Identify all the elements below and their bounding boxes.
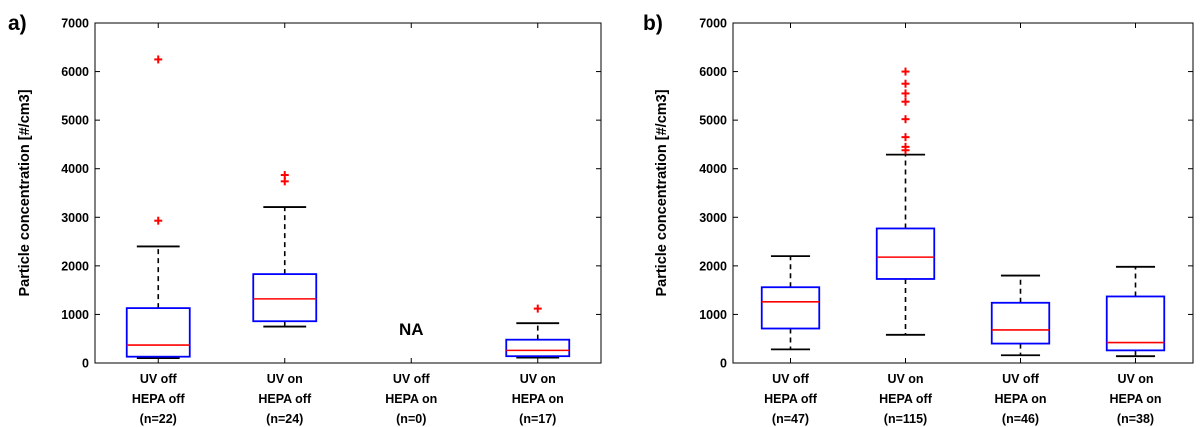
y-tick-label: 1000 xyxy=(61,308,89,322)
outlier-marker xyxy=(154,216,163,225)
y-tick-label: 5000 xyxy=(61,114,89,128)
x-category-label: (n=17) xyxy=(519,412,556,426)
box-1 xyxy=(760,255,821,351)
plot-frame xyxy=(732,22,1194,364)
x-category-label: (n=22) xyxy=(140,412,177,426)
y-tick-label: 7000 xyxy=(61,17,89,31)
outlier-marker xyxy=(901,67,910,76)
box-iqr xyxy=(760,286,821,330)
box-iqr xyxy=(1105,295,1166,352)
y-axis-label: Particle concentration [#/cm3] xyxy=(654,89,670,296)
y-tick-label: 3000 xyxy=(61,211,89,225)
y-tick-label: 0 xyxy=(82,357,89,371)
x-category-label: UV on xyxy=(1117,372,1153,386)
y-tick-label: 0 xyxy=(720,357,727,371)
outlier-marker xyxy=(901,133,910,142)
box-4 xyxy=(1105,265,1166,358)
x-category-label: UV on xyxy=(267,372,303,386)
box-3 xyxy=(990,274,1051,357)
box-2 xyxy=(252,171,318,328)
panel-a: a) 0 1000 2000 3000 4000 5000 6000 7000 Particle … xyxy=(8,12,602,426)
plot-frame xyxy=(94,22,602,364)
box-iqr xyxy=(505,338,571,358)
box-iqr xyxy=(875,227,936,280)
box-2 xyxy=(875,67,936,336)
box-4 xyxy=(505,304,571,359)
y-tick-label: 5000 xyxy=(699,114,727,128)
panel-b: b) 0 1000 2000 3000 4000 5000 6000 7000 Particle … xyxy=(643,12,1194,426)
outlier-marker xyxy=(533,304,542,313)
y-tick-label: 1000 xyxy=(699,308,727,322)
y-tick-label: 2000 xyxy=(699,259,727,273)
x-category-label: HEPA on xyxy=(994,392,1046,406)
x-category-label: HEPA off xyxy=(132,392,186,406)
outlier-marker xyxy=(280,171,289,180)
panel-label: b) xyxy=(643,12,663,35)
x-category-label: HEPA on xyxy=(1109,392,1161,406)
x-category-label: UV off xyxy=(393,372,431,386)
x-category-label: UV off xyxy=(1002,372,1040,386)
x-category-label: (n=0) xyxy=(396,412,426,426)
y-tick-label: 3000 xyxy=(699,211,727,225)
outlier-marker xyxy=(901,142,910,151)
y-axis-label: Particle concentration [#/cm3] xyxy=(17,89,33,296)
panel-label: a) xyxy=(8,12,27,35)
x-category-label: UV on xyxy=(887,372,923,386)
x-category-label: (n=115) xyxy=(884,412,927,426)
x-category-label: UV on xyxy=(520,372,556,386)
x-category-label: HEPA off xyxy=(764,392,818,406)
y-tick-label: 6000 xyxy=(61,65,89,79)
box-1 xyxy=(125,55,191,360)
outlier-marker xyxy=(901,79,910,88)
box-iqr xyxy=(125,307,191,358)
x-category-label: HEPA off xyxy=(879,392,933,406)
x-category-label: (n=46) xyxy=(1002,412,1039,426)
na-annotation: NA xyxy=(399,320,424,339)
box-iqr xyxy=(990,301,1051,345)
x-category-label: (n=38) xyxy=(1117,412,1154,426)
x-category-label: HEPA on xyxy=(512,392,564,406)
x-category-label: (n=47) xyxy=(772,412,809,426)
y-tick-label: 6000 xyxy=(699,65,727,79)
x-category-label: UV off xyxy=(140,372,178,386)
outlier-marker xyxy=(901,115,910,124)
x-category-label: HEPA on xyxy=(385,392,437,406)
y-tick-label: 2000 xyxy=(61,259,89,273)
x-category-label: HEPA off xyxy=(258,392,312,406)
outlier-marker xyxy=(154,55,163,64)
x-category-label: UV off xyxy=(772,372,810,386)
y-tick-label: 7000 xyxy=(699,17,727,31)
y-tick-label: 4000 xyxy=(699,162,727,176)
outlier-marker xyxy=(901,97,910,106)
y-tick-label: 4000 xyxy=(61,162,89,176)
outlier-marker xyxy=(901,89,910,98)
box-iqr xyxy=(252,273,318,323)
x-category-label: (n=24) xyxy=(266,412,303,426)
